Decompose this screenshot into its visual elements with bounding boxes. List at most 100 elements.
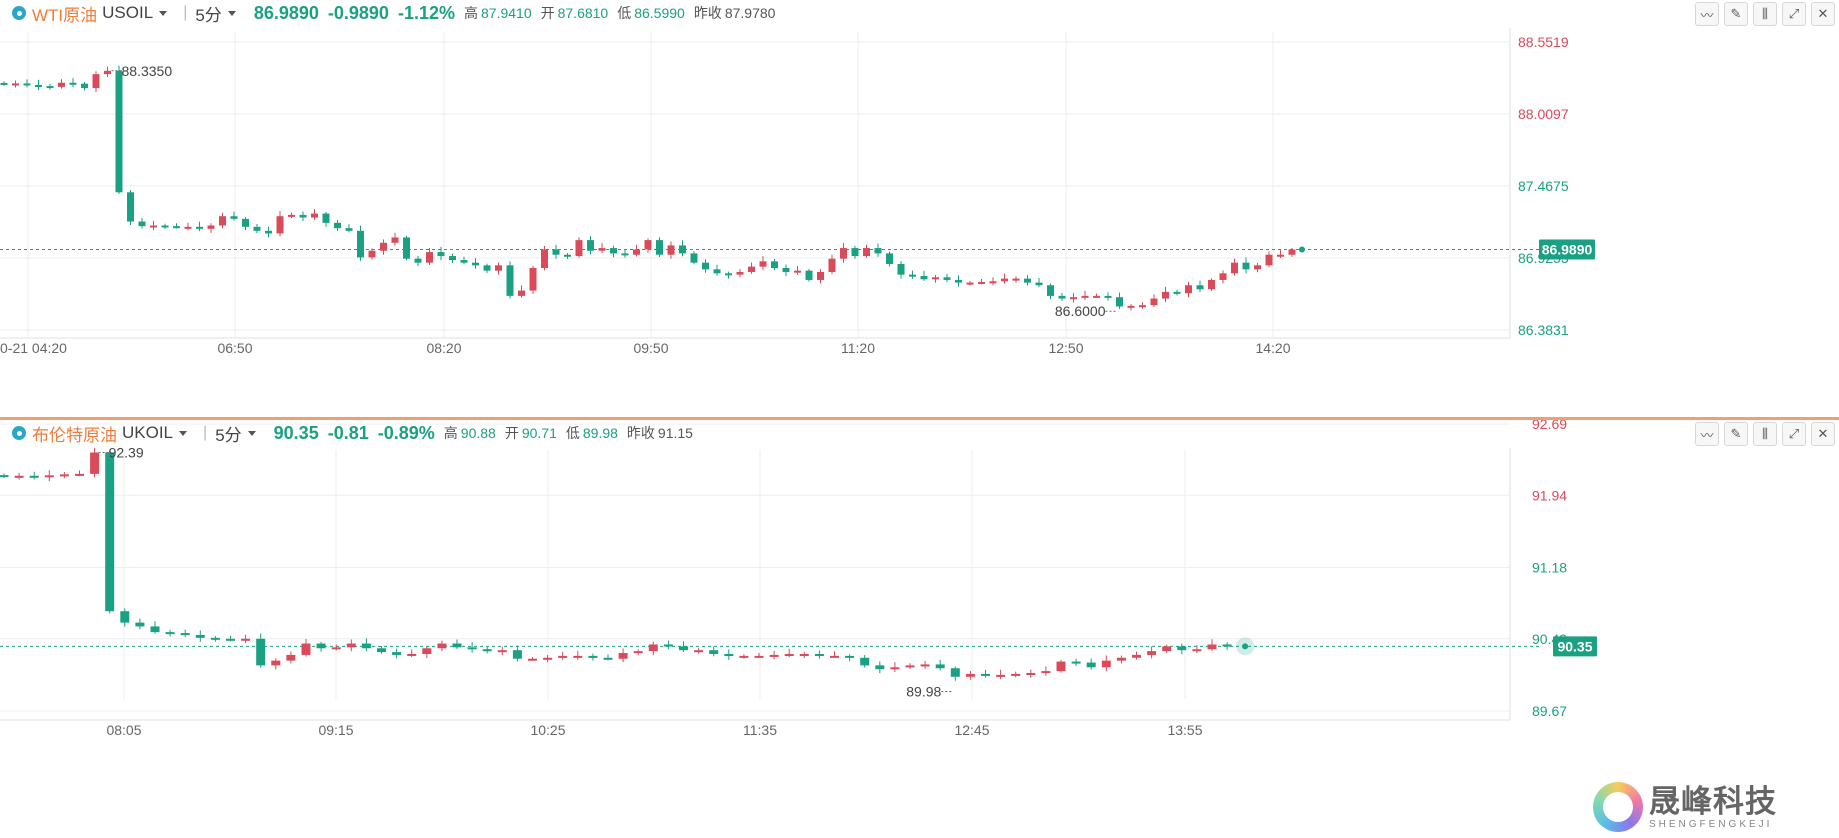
candle-body	[920, 275, 928, 280]
candle-body	[58, 82, 65, 87]
time-axis-label: 08:20	[426, 340, 461, 356]
price-axis-label: 92.69	[1532, 420, 1567, 432]
candle-body	[702, 262, 709, 270]
price-axis-label: 87.4675	[1518, 178, 1569, 194]
draw-icon[interactable]: ✎	[1724, 2, 1748, 26]
candle-body	[127, 192, 134, 222]
candle-body	[633, 249, 640, 255]
candle-body	[368, 250, 376, 258]
symbol-name[interactable]: 布伦特原油	[32, 425, 117, 445]
interval-select[interactable]: 5分	[195, 5, 222, 25]
open-label: 开	[540, 5, 555, 21]
candle-body	[377, 648, 386, 653]
close-icon[interactable]: ✕	[1811, 2, 1835, 26]
candle-body	[814, 653, 824, 656]
candle-body	[392, 652, 402, 655]
symbol-dropdown-icon[interactable]	[179, 430, 188, 436]
candle-body	[437, 252, 445, 257]
candle-body	[897, 264, 905, 275]
candle-body	[230, 216, 238, 219]
candle-body	[184, 226, 192, 229]
candle-body	[1026, 672, 1036, 675]
candle-body	[23, 83, 31, 86]
candle-body	[943, 277, 951, 280]
candle-body	[380, 242, 387, 251]
candle-body	[311, 213, 318, 218]
candle-body	[656, 240, 663, 255]
close-icon[interactable]: ✕	[1811, 422, 1835, 446]
candle-body	[724, 653, 734, 656]
fullscreen-icon[interactable]: ⤢	[1782, 422, 1806, 446]
candle-body	[1231, 262, 1238, 274]
symbol-logo-icon	[12, 6, 26, 20]
current-price-tag	[1553, 636, 1597, 657]
brand-watermark: 晟峰科技 SHENGFENGKEJI	[1593, 782, 1777, 832]
candle-body	[391, 237, 399, 243]
prev-close-value: 91.15	[657, 425, 693, 441]
price-change: -0.9890	[327, 2, 389, 23]
candle-body	[90, 452, 100, 474]
candle-body	[120, 611, 130, 623]
candle-body	[407, 653, 417, 656]
candle-body	[950, 668, 960, 677]
candle-body	[663, 644, 673, 647]
symbol-name[interactable]: WTI原油	[32, 5, 98, 25]
candle-body	[588, 655, 598, 658]
candle-body	[1132, 654, 1141, 658]
candle-body	[135, 622, 145, 627]
interval-dropdown-icon[interactable]	[247, 430, 256, 436]
draw-icon[interactable]: ✎	[1724, 422, 1748, 446]
wti-candlestick-chart[interactable]: 88.551988.009787.467586.925386.38310-21 …	[0, 0, 1839, 418]
candle-body	[725, 273, 732, 276]
candle-body	[1177, 646, 1187, 651]
price-axis-label: 91.94	[1532, 487, 1567, 503]
candle-body	[1139, 305, 1146, 308]
candle-body	[694, 650, 704, 653]
candle-body	[195, 634, 205, 638]
candle-body	[1192, 649, 1202, 652]
candle-type-icon[interactable]: ⫼	[1753, 422, 1777, 446]
prev-close-value: 87.9780	[724, 5, 776, 21]
indicator-icon[interactable]: 〰	[1695, 2, 1719, 26]
candle-body	[709, 650, 719, 654]
live-dot	[1242, 643, 1249, 650]
symbol-code[interactable]: UKOIL	[122, 423, 174, 442]
open-value: 90.71	[521, 425, 557, 441]
candle-body	[558, 655, 568, 658]
candle-body	[875, 665, 885, 670]
header-separator: |	[183, 4, 188, 21]
price-change-pct: -1.12%	[397, 2, 455, 23]
interval-dropdown-icon[interactable]	[227, 10, 236, 16]
time-axis-label: 08:05	[106, 722, 141, 738]
candle-body	[115, 70, 123, 193]
fullscreen-icon[interactable]: ⤢	[1782, 2, 1806, 26]
candle-body	[449, 256, 456, 261]
candle-body	[104, 70, 111, 75]
candle-body	[932, 277, 939, 280]
candle-body	[81, 83, 88, 89]
candle-type-icon[interactable]: ⫼	[1753, 2, 1777, 26]
candle-body	[618, 653, 628, 659]
interval-select[interactable]: 5分	[215, 425, 242, 445]
indicator-icon[interactable]: 〰	[1695, 422, 1719, 446]
current-price-tag-label: 90.35	[1557, 638, 1592, 654]
panel-divider[interactable]	[0, 417, 1839, 420]
candle-body	[1035, 282, 1043, 286]
candle-body	[784, 653, 794, 656]
symbol-code[interactable]: USOIL	[102, 3, 154, 22]
price-axis-label: 88.5519	[1518, 34, 1569, 50]
candle-body	[828, 258, 836, 272]
candle-body	[996, 674, 1006, 677]
min-price-label: 86.6000	[1055, 303, 1106, 319]
candle-body	[301, 643, 311, 655]
candle-body	[886, 253, 893, 265]
candle-body	[965, 673, 975, 677]
candle-body	[840, 248, 847, 259]
symbol-dropdown-icon[interactable]	[159, 10, 168, 16]
candle-body	[845, 655, 855, 658]
candle-body	[978, 281, 985, 284]
candle-body	[150, 225, 157, 228]
candle-body	[598, 248, 606, 251]
candle-body	[713, 269, 721, 274]
